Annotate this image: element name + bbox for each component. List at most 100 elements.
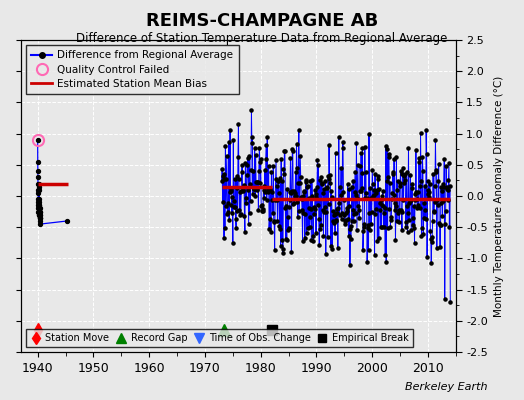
Point [409, 225, 418, 231]
Point [245, 153, 253, 160]
Point [396, 183, 404, 190]
Point [413, 188, 422, 195]
Point [255, 145, 264, 151]
Point [340, 212, 348, 218]
Point [218, 166, 226, 172]
Point [302, 177, 310, 183]
Point [255, 168, 263, 174]
Point [404, 210, 412, 216]
Point [336, 192, 345, 198]
Point [358, 145, 367, 151]
Point [287, 249, 296, 255]
Point [356, 188, 365, 194]
Point [266, 187, 274, 193]
Point [423, 253, 431, 260]
Point [285, 204, 293, 210]
Point [250, 144, 259, 151]
Point [372, 190, 380, 196]
Point [232, 224, 241, 231]
Point [256, 158, 264, 165]
Point [297, 194, 305, 200]
Point [433, 197, 442, 204]
Point [304, 225, 312, 231]
Point [36, 205, 44, 212]
Point [274, 178, 282, 184]
Point [394, 210, 402, 216]
Point [439, 198, 447, 204]
Point [272, 197, 281, 203]
Point [397, 207, 405, 214]
Point [337, 164, 345, 171]
Point [318, 180, 326, 187]
Point [296, 152, 304, 159]
Point [259, 205, 267, 212]
Point [314, 201, 322, 208]
Point [280, 148, 289, 154]
Point [34, 158, 42, 165]
Point [346, 262, 354, 268]
Text: Difference of Station Temperature Data from Regional Average: Difference of Station Temperature Data f… [77, 32, 447, 45]
Point [408, 181, 417, 187]
Point [299, 192, 307, 199]
Point [423, 187, 432, 193]
Point [353, 226, 361, 233]
Point [244, 187, 253, 194]
Point [291, 192, 299, 199]
Point [421, 183, 429, 189]
Point [432, 168, 440, 175]
Point [228, 240, 237, 246]
Point [35, 202, 43, 208]
Point [256, 180, 265, 186]
Point [364, 224, 372, 231]
Point [444, 197, 452, 203]
Point [329, 218, 337, 225]
Point [240, 183, 248, 189]
Point [224, 139, 233, 145]
Point [339, 145, 347, 152]
Point [35, 212, 43, 218]
Point [431, 137, 440, 144]
Point [410, 203, 418, 210]
Point [367, 195, 375, 201]
Legend: Station Move, Record Gap, Time of Obs. Change, Empirical Break: Station Move, Record Gap, Time of Obs. C… [26, 329, 412, 347]
Point [293, 199, 302, 206]
Point [435, 222, 444, 228]
Point [264, 189, 272, 196]
Point [335, 200, 343, 206]
Point [248, 134, 257, 140]
Point [428, 239, 436, 245]
Point [400, 180, 409, 186]
Point [270, 247, 279, 253]
Point [364, 222, 372, 228]
Point [302, 179, 310, 185]
Point [257, 202, 266, 208]
Point [35, 208, 43, 215]
Point [250, 186, 258, 192]
Point [425, 189, 433, 195]
Point [343, 181, 352, 187]
Point [258, 208, 266, 214]
Point [325, 176, 334, 183]
Point [415, 154, 423, 161]
Point [299, 210, 308, 216]
Point [439, 180, 447, 187]
Point [222, 202, 230, 209]
Point [378, 202, 386, 208]
Point [276, 226, 284, 232]
Point [331, 150, 340, 156]
Point [282, 237, 291, 243]
Point [398, 226, 406, 233]
Point [387, 216, 396, 223]
Point [429, 208, 438, 214]
Point [307, 206, 315, 212]
Point [383, 146, 391, 152]
Point [245, 210, 254, 216]
Point [379, 188, 387, 194]
Point [387, 214, 395, 220]
Point [388, 196, 396, 202]
Point [281, 148, 289, 154]
Point [414, 159, 423, 166]
Point [337, 215, 346, 222]
Point [253, 186, 261, 192]
Point [35, 202, 43, 208]
